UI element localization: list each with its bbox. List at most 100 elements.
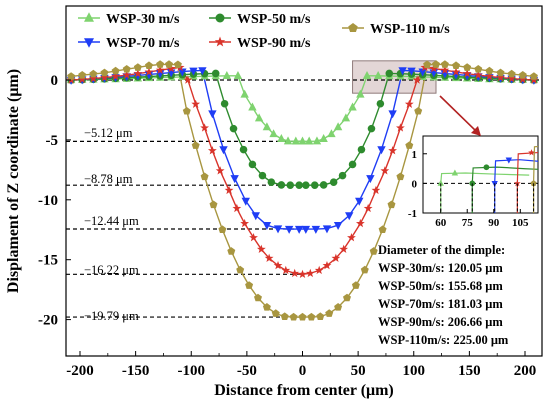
data-point [254,293,262,302]
depth-reference-lines [66,79,542,318]
depth-label-4: −16.22 μm [84,263,139,277]
legend: WSP-30 m/s WSP-50 m/s WSP-70 m/s WSP-90 m/s… [78,12,450,51]
y-tick-label: -20 [38,313,58,329]
data-point [388,110,397,119]
data-point [355,218,365,228]
inset-point [514,179,521,187]
y-tick-label: 0 [51,73,59,89]
depth-label-5: −19.79 μm [84,309,139,323]
data-point [348,102,357,111]
data-point [388,146,398,155]
data-point [301,225,311,234]
data-point [473,70,483,79]
data-point [462,72,472,81]
inset-point [483,164,490,171]
data-point [111,66,120,75]
data-point [440,65,450,74]
data-point [230,175,239,184]
data-point [366,175,375,184]
markers-layer [66,60,539,321]
data-point [165,60,173,68]
legend-marker [348,23,358,33]
data-point [485,66,494,75]
x-tick-label: -50 [237,363,257,379]
x-tick-label: -100 [178,363,206,379]
data-point [284,225,294,234]
data-point [451,67,461,76]
data-point [302,181,310,189]
data-point [369,247,378,255]
data-point [304,136,314,145]
data-point [236,265,245,274]
data-point [329,178,338,186]
data-point [222,70,232,79]
data-point [224,185,234,195]
depth-label-3: −12.44 μm [84,214,139,228]
data-point [67,72,76,80]
legend-label: WSP-110 m/s [370,22,450,37]
data-point [122,70,132,79]
data-point [198,67,207,76]
data-point [191,99,201,108]
data-point [241,197,250,206]
data-point [273,260,283,270]
legend-label: WSP-90 m/s [237,36,311,51]
data-point [144,71,154,80]
data-point [373,70,383,79]
data-point [322,260,332,270]
data-point [363,203,373,213]
data-point [398,67,407,76]
data-point [89,69,98,78]
data-point [248,160,257,169]
data-point [262,303,271,311]
data-point [311,225,321,234]
depth-label-1: −5.12 μm [84,126,133,140]
data-point [111,71,120,81]
legend-item-2: WSP-50 m/s [209,12,311,27]
legend-label: WSP-70 m/s [106,36,180,51]
data-point [334,303,343,311]
inset-y-tick-label: 0 [412,178,418,190]
data-point [273,225,283,234]
legend-item-5: WSP-110 m/s [342,22,450,37]
data-point [219,146,228,155]
data-point [229,124,238,133]
diameter-line-5: WSP-110m/s: 225.00 μm [378,333,509,347]
data-point [371,185,381,195]
zoom-arrow [439,95,481,136]
data-point [357,145,366,154]
x-tick-label: 50 [351,363,366,379]
x-axis-title: Distance from center (μm) [214,382,394,399]
data-point [331,253,341,262]
data-point [355,197,364,206]
data-point [156,60,165,68]
data-point [100,72,109,82]
data-point [277,181,286,189]
inset-point [530,180,537,186]
data-point [356,89,365,98]
data-point [280,312,289,320]
inset-x-tick-label: 90 [488,217,500,229]
data-point [211,69,220,78]
data-point [496,72,505,82]
data-point [233,70,243,79]
x-tick-label: 0 [299,363,307,379]
data-point [283,136,293,145]
data-point [78,71,87,79]
data-point [529,72,538,80]
data-point [295,181,303,189]
legend-label: WSP-50 m/s [237,12,311,27]
data-point [325,309,334,317]
data-point [290,268,300,278]
data-point [251,212,260,221]
data-point [122,65,131,73]
data-point [385,69,394,78]
legend-item-3: WSP-70 m/s [78,36,180,51]
data-point [347,233,356,242]
data-point [277,133,286,142]
data-point [404,99,414,108]
diameter-title: Diameter of the dimple: [378,243,505,257]
data-point [218,225,227,234]
data-point [209,200,218,209]
data-point [327,129,336,138]
